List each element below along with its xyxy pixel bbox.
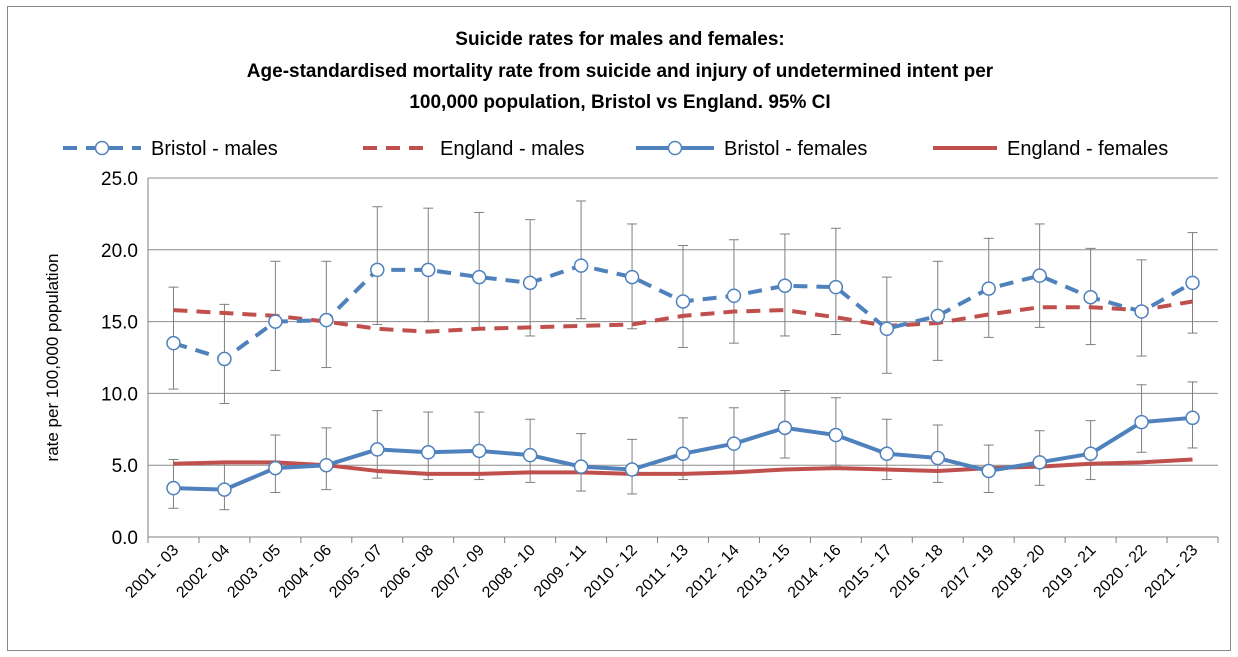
- legend: Bristol - males England - males Bristol - …: [63, 138, 1168, 160]
- data-point-bristol-males: [217, 351, 232, 367]
- x-tick-label: 2002 - 04: [173, 542, 233, 602]
- x-tick-label: 2004 - 06: [275, 542, 335, 602]
- x-tick-label: 2011 - 13: [633, 542, 692, 601]
- y-axis-title: rate per 100,000 population: [43, 254, 62, 462]
- data-point-bristol-females: [624, 462, 640, 477]
- x-tick-label: 2020 - 22: [1091, 542, 1151, 602]
- data-point-bristol-females: [420, 445, 436, 460]
- x-tick-label: 2010 - 12: [581, 542, 641, 602]
- data-point-bristol-females: [471, 443, 487, 459]
- data-point-bristol-females: [1185, 410, 1200, 426]
- legend-item-bristol-males: Bristol - males: [63, 138, 278, 160]
- y-tick-label: 20.0: [101, 241, 138, 262]
- data-point-bristol-females: [1083, 446, 1098, 461]
- x-tick-label: 2008 - 10: [479, 542, 539, 602]
- data-point-bristol-females: [675, 446, 691, 461]
- y-tick-label: 5.0: [112, 456, 138, 477]
- data-point-bristol-males: [981, 281, 996, 296]
- x-tick-label: 2005 - 07: [326, 542, 386, 602]
- data-point-bristol-males: [879, 321, 895, 337]
- x-tick-label: 2021 - 23: [1142, 542, 1202, 602]
- y-tick-label: 0.0: [112, 528, 138, 549]
- x-tick-label: 2007 - 09: [428, 542, 488, 602]
- data-point-bristol-males: [268, 314, 283, 329]
- legend-label: England - females: [1007, 138, 1168, 160]
- data-point-bristol-males: [319, 312, 334, 328]
- legend-item-england-females: England - females: [933, 138, 1168, 160]
- series-markers: [166, 258, 1200, 497]
- data-point-bristol-males: [675, 294, 691, 309]
- chart-title: Suicide rates for males and females: Age…: [247, 29, 994, 113]
- data-point-bristol-females: [370, 442, 385, 457]
- legend-item-england-males: England - males: [363, 138, 585, 160]
- x-tick-label: 2003 - 05: [224, 542, 284, 602]
- x-tick-label: 2009 - 11: [531, 542, 590, 601]
- x-tick-label: 2018 - 20: [989, 542, 1049, 602]
- data-point-bristol-males: [624, 269, 640, 285]
- data-point-bristol-males: [1134, 304, 1149, 319]
- data-point-bristol-females: [1134, 414, 1149, 430]
- chart-title-line-2: Age-standardised mortality rate from sui…: [247, 61, 994, 82]
- x-tick-label: 2012 - 14: [683, 542, 743, 602]
- x-tick-label: 2017 - 19: [938, 542, 998, 602]
- data-point-bristol-females: [930, 450, 946, 466]
- data-point-bristol-females: [828, 427, 844, 443]
- data-point-bristol-males: [573, 258, 589, 273]
- data-point-bristol-males: [828, 279, 844, 295]
- data-point-bristol-males: [420, 262, 436, 278]
- y-tick-label: 25.0: [101, 169, 138, 190]
- y-tick-label: 15.0: [101, 313, 138, 334]
- data-point-bristol-females: [268, 460, 283, 476]
- chart-title-line-3: 100,000 population, Bristol vs England. …: [409, 92, 830, 113]
- legend-label: England - males: [440, 138, 585, 160]
- x-tick-label: 2016 - 18: [887, 542, 947, 602]
- legend-marker: [94, 140, 110, 156]
- data-point-bristol-females: [217, 482, 232, 497]
- data-point-bristol-females: [319, 457, 334, 473]
- data-point-bristol-males: [1185, 275, 1200, 291]
- data-point-bristol-females: [981, 463, 996, 479]
- series-line-england-males: [173, 299, 1193, 334]
- data-point-bristol-males: [1032, 268, 1047, 283]
- data-point-bristol-males: [522, 275, 538, 291]
- data-point-bristol-females: [522, 447, 538, 463]
- chart-svg: Suicide rates for males and females: Age…: [43, 29, 1219, 602]
- data-point-bristol-males: [777, 278, 793, 293]
- legend-label: Bristol - females: [724, 138, 867, 160]
- data-point-bristol-males: [370, 262, 385, 278]
- legend-label: Bristol - males: [151, 138, 278, 160]
- legend-marker: [667, 140, 683, 156]
- data-point-bristol-females: [1032, 455, 1047, 470]
- x-tick-label: 2001 - 03: [122, 542, 182, 602]
- data-point-bristol-females: [573, 459, 589, 474]
- data-point-bristol-males: [471, 269, 487, 285]
- y-axis-ticks: 0.0 5.0 10.0 15.0 20.0 25.0: [101, 169, 138, 549]
- x-tick-label: 2006 - 08: [377, 542, 437, 602]
- data-point-bristol-females: [726, 436, 742, 451]
- x-tick-label: 2019 - 21: [1040, 542, 1100, 602]
- y-tick-label: 10.0: [101, 384, 138, 405]
- chart-title-line-1: Suicide rates for males and females:: [455, 29, 784, 50]
- x-tick-label: 2014 - 16: [785, 542, 845, 602]
- data-point-bristol-males: [726, 288, 742, 304]
- axes: [147, 178, 1219, 543]
- chart-frame: Suicide rates for males and females: Age…: [7, 6, 1231, 651]
- x-tick-label: 2013 - 15: [734, 542, 794, 602]
- data-point-bristol-males: [930, 308, 946, 324]
- data-point-bristol-females: [166, 480, 181, 496]
- data-point-bristol-males: [166, 335, 181, 351]
- legend-item-bristol-females: Bristol - females: [636, 138, 867, 160]
- data-point-bristol-females: [777, 420, 793, 436]
- x-tick-label: 2015 - 17: [836, 542, 896, 602]
- data-point-bristol-females: [879, 446, 895, 461]
- data-point-bristol-males: [1083, 289, 1098, 305]
